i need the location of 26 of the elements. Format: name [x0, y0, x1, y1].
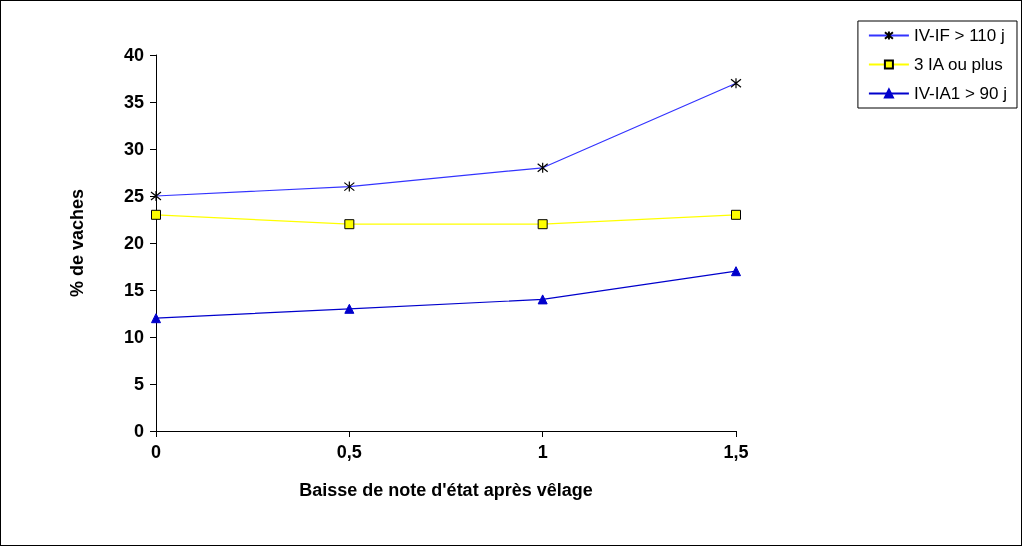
y-tick-label: 30	[123, 139, 144, 159]
y-tick-label: 25	[123, 186, 144, 206]
y-tick-label: 5	[133, 374, 144, 394]
point	[731, 266, 741, 277]
y-tick-label: 20	[123, 233, 144, 253]
x-tick-label: 1	[537, 442, 548, 462]
point	[151, 313, 161, 324]
y-tick-label: 40	[123, 45, 144, 65]
point	[344, 303, 355, 314]
x-tick-label: 0,5	[336, 442, 362, 462]
x-tick-label: 0	[150, 442, 162, 462]
point	[537, 294, 548, 305]
x-axis-title: Baisse de note d'état après vêlage	[299, 480, 593, 500]
y-tick-label: 15	[123, 280, 144, 300]
point	[151, 209, 161, 220]
x-tick-label: 1,5	[723, 442, 749, 462]
legend-label: IV-IF > 110 j	[913, 26, 1005, 45]
y-tick-label: 10	[123, 327, 144, 347]
legend-label: 3 IA ou plus	[913, 55, 1003, 74]
point	[344, 219, 355, 230]
y-tick-label: 35	[123, 92, 144, 112]
legend-label: IV-IA1 > 90 j	[913, 84, 1008, 103]
point	[731, 209, 741, 220]
y-tick-label: 0	[133, 421, 144, 441]
point	[537, 219, 548, 230]
y-axis-title: % de vaches	[67, 188, 87, 298]
